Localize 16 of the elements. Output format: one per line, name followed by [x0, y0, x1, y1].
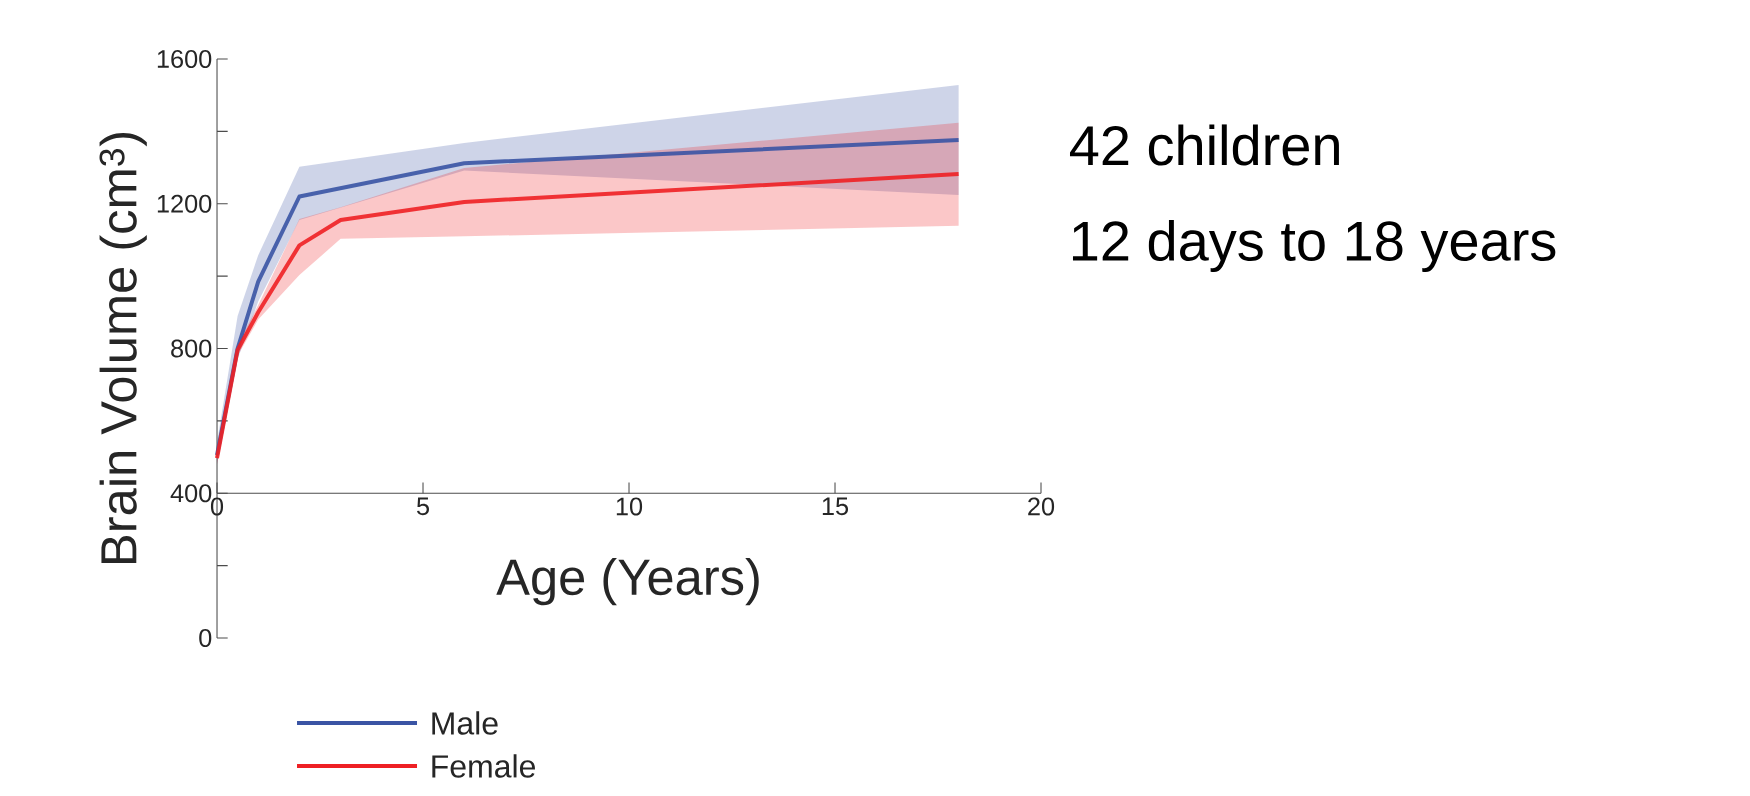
- x-tick-label: 10: [616, 497, 643, 516]
- y-tick-label: 800: [171, 339, 212, 358]
- legend-label: Female: [432, 754, 535, 778]
- text: 12 days to 18 years: [1072, 219, 1556, 273]
- y-tick-label: 0: [199, 629, 212, 647]
- x-tick-label: 15: [822, 497, 849, 516]
- x-axis-title: Age (Years): [496, 557, 759, 606]
- y-tick-label: 1600: [157, 50, 212, 68]
- x-tick-label: 20: [1028, 497, 1055, 516]
- y-tick-label: 400: [170, 484, 212, 503]
- x-tick-label: 5: [416, 497, 429, 516]
- y-tick-label: 1200: [157, 194, 212, 213]
- text: 42 children: [1069, 124, 1339, 166]
- x-tick-label: 0: [210, 497, 224, 516]
- y-axis-title: Brain Volume (cm$^{3}$): [99, 133, 147, 563]
- legend-label: Male: [432, 711, 498, 735]
